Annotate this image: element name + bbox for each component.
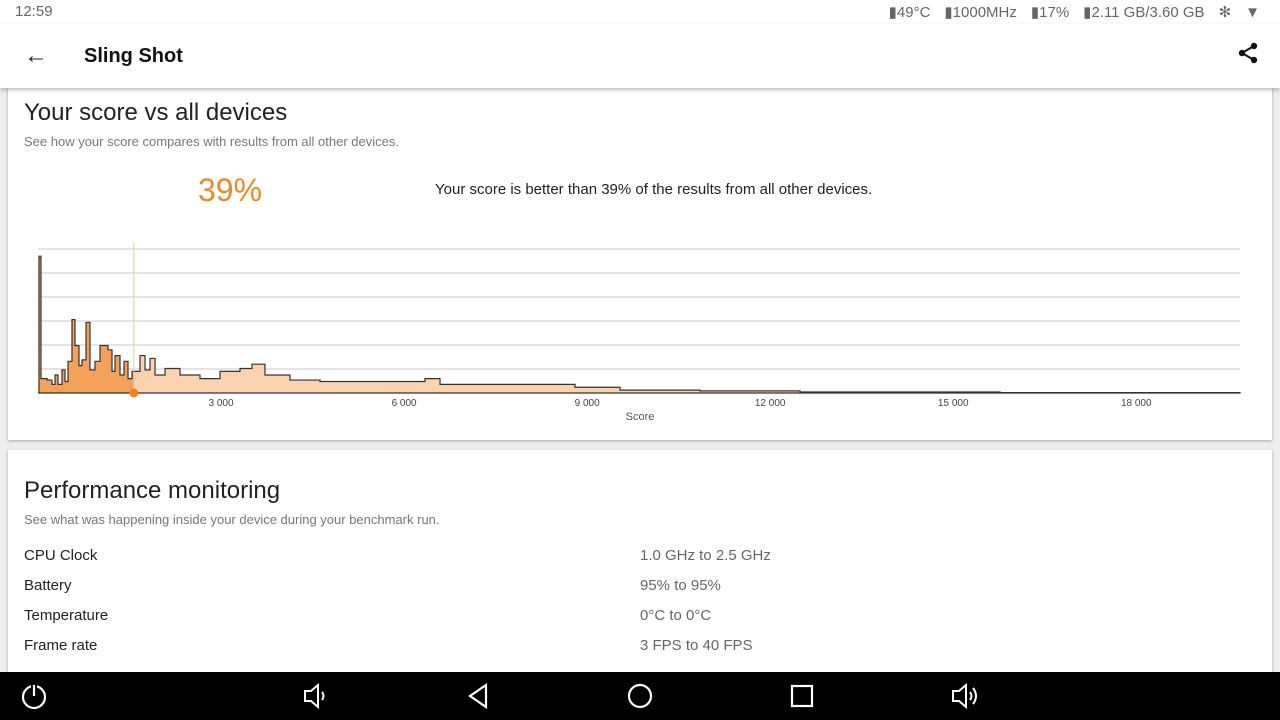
recents-icon[interactable] [790,682,814,715]
x-tick-label: 6 000 [392,398,417,409]
cpu-clock-icon: ▮ [944,4,953,21]
wifi-icon: ▼ [1245,3,1260,21]
score-comparison-card: Your score vs all devices See how your s… [8,88,1272,440]
status-bar: 12:59 ▮49°C ▮1000MHz ▮17% ▮2.11 GB/3.60 … [0,0,1280,24]
cpu-icon: ▮ [1030,4,1040,21]
metric-row-temperature: Temperature 0°C to 0°C [24,607,712,624]
bluetooth-icon: ✻ [1218,4,1232,21]
share-icon[interactable] [1238,42,1258,69]
volume-down-icon[interactable] [302,682,328,715]
back-icon[interactable] [466,682,490,715]
volume-up-icon[interactable] [950,682,980,715]
clock: 12:59 [15,3,53,20]
ram-icon: ▮ [1083,4,1092,21]
section-subtitle: See what was happening inside your devic… [24,512,440,527]
section-subtitle: See how your score compares with results… [24,134,399,149]
distribution-line [38,255,1241,394]
thermometer-icon: ▮ [888,4,897,21]
area-below-score [38,256,134,393]
percentile-summary: Your score is better than 39% of the res… [435,181,873,198]
x-axis-label: Score [626,411,655,423]
x-tick-label: 15 000 [938,398,969,409]
metric-row-frame-rate: Frame rate 3 FPS to 40 FPS [24,637,753,654]
cpu-freq: ▮1000MHz [944,4,1017,21]
metric-row-cpu-clock: CPU Clock 1.0 GHz to 2.5 GHz [24,547,771,564]
power-icon[interactable] [20,682,48,715]
cpu-temp: ▮49°C [888,4,931,21]
back-arrow-icon[interactable]: ← [24,42,48,69]
metric-row-battery: Battery 95% to 95% [24,577,721,594]
section-title: Performance monitoring [24,477,281,504]
home-icon[interactable] [626,682,654,715]
navigation-bar [0,672,1280,720]
area-above-score [133,355,1240,393]
x-tick-label: 9 000 [575,398,600,409]
page-title: Sling Shot [84,45,183,67]
score-distribution-chart: 3 000 6 000 9 000 12 000 15 000 18 000 Score [38,243,1241,423]
cpu-load: ▮17% [1030,4,1070,21]
x-tick-label: 3 000 [209,398,234,409]
percentile: 39% [198,172,263,208]
performance-monitoring-card: Performance monitoring See what was happ… [8,450,1272,690]
x-tick-label: 18 000 [1121,398,1152,409]
section-title: Your score vs all devices [24,99,288,126]
your-score-marker [129,388,139,398]
x-tick-label: 12 000 [755,398,786,409]
app-bar: ← Sling Shot [0,24,1280,88]
ram-usage: ▮2.11 GB/3.60 GB [1083,4,1205,21]
